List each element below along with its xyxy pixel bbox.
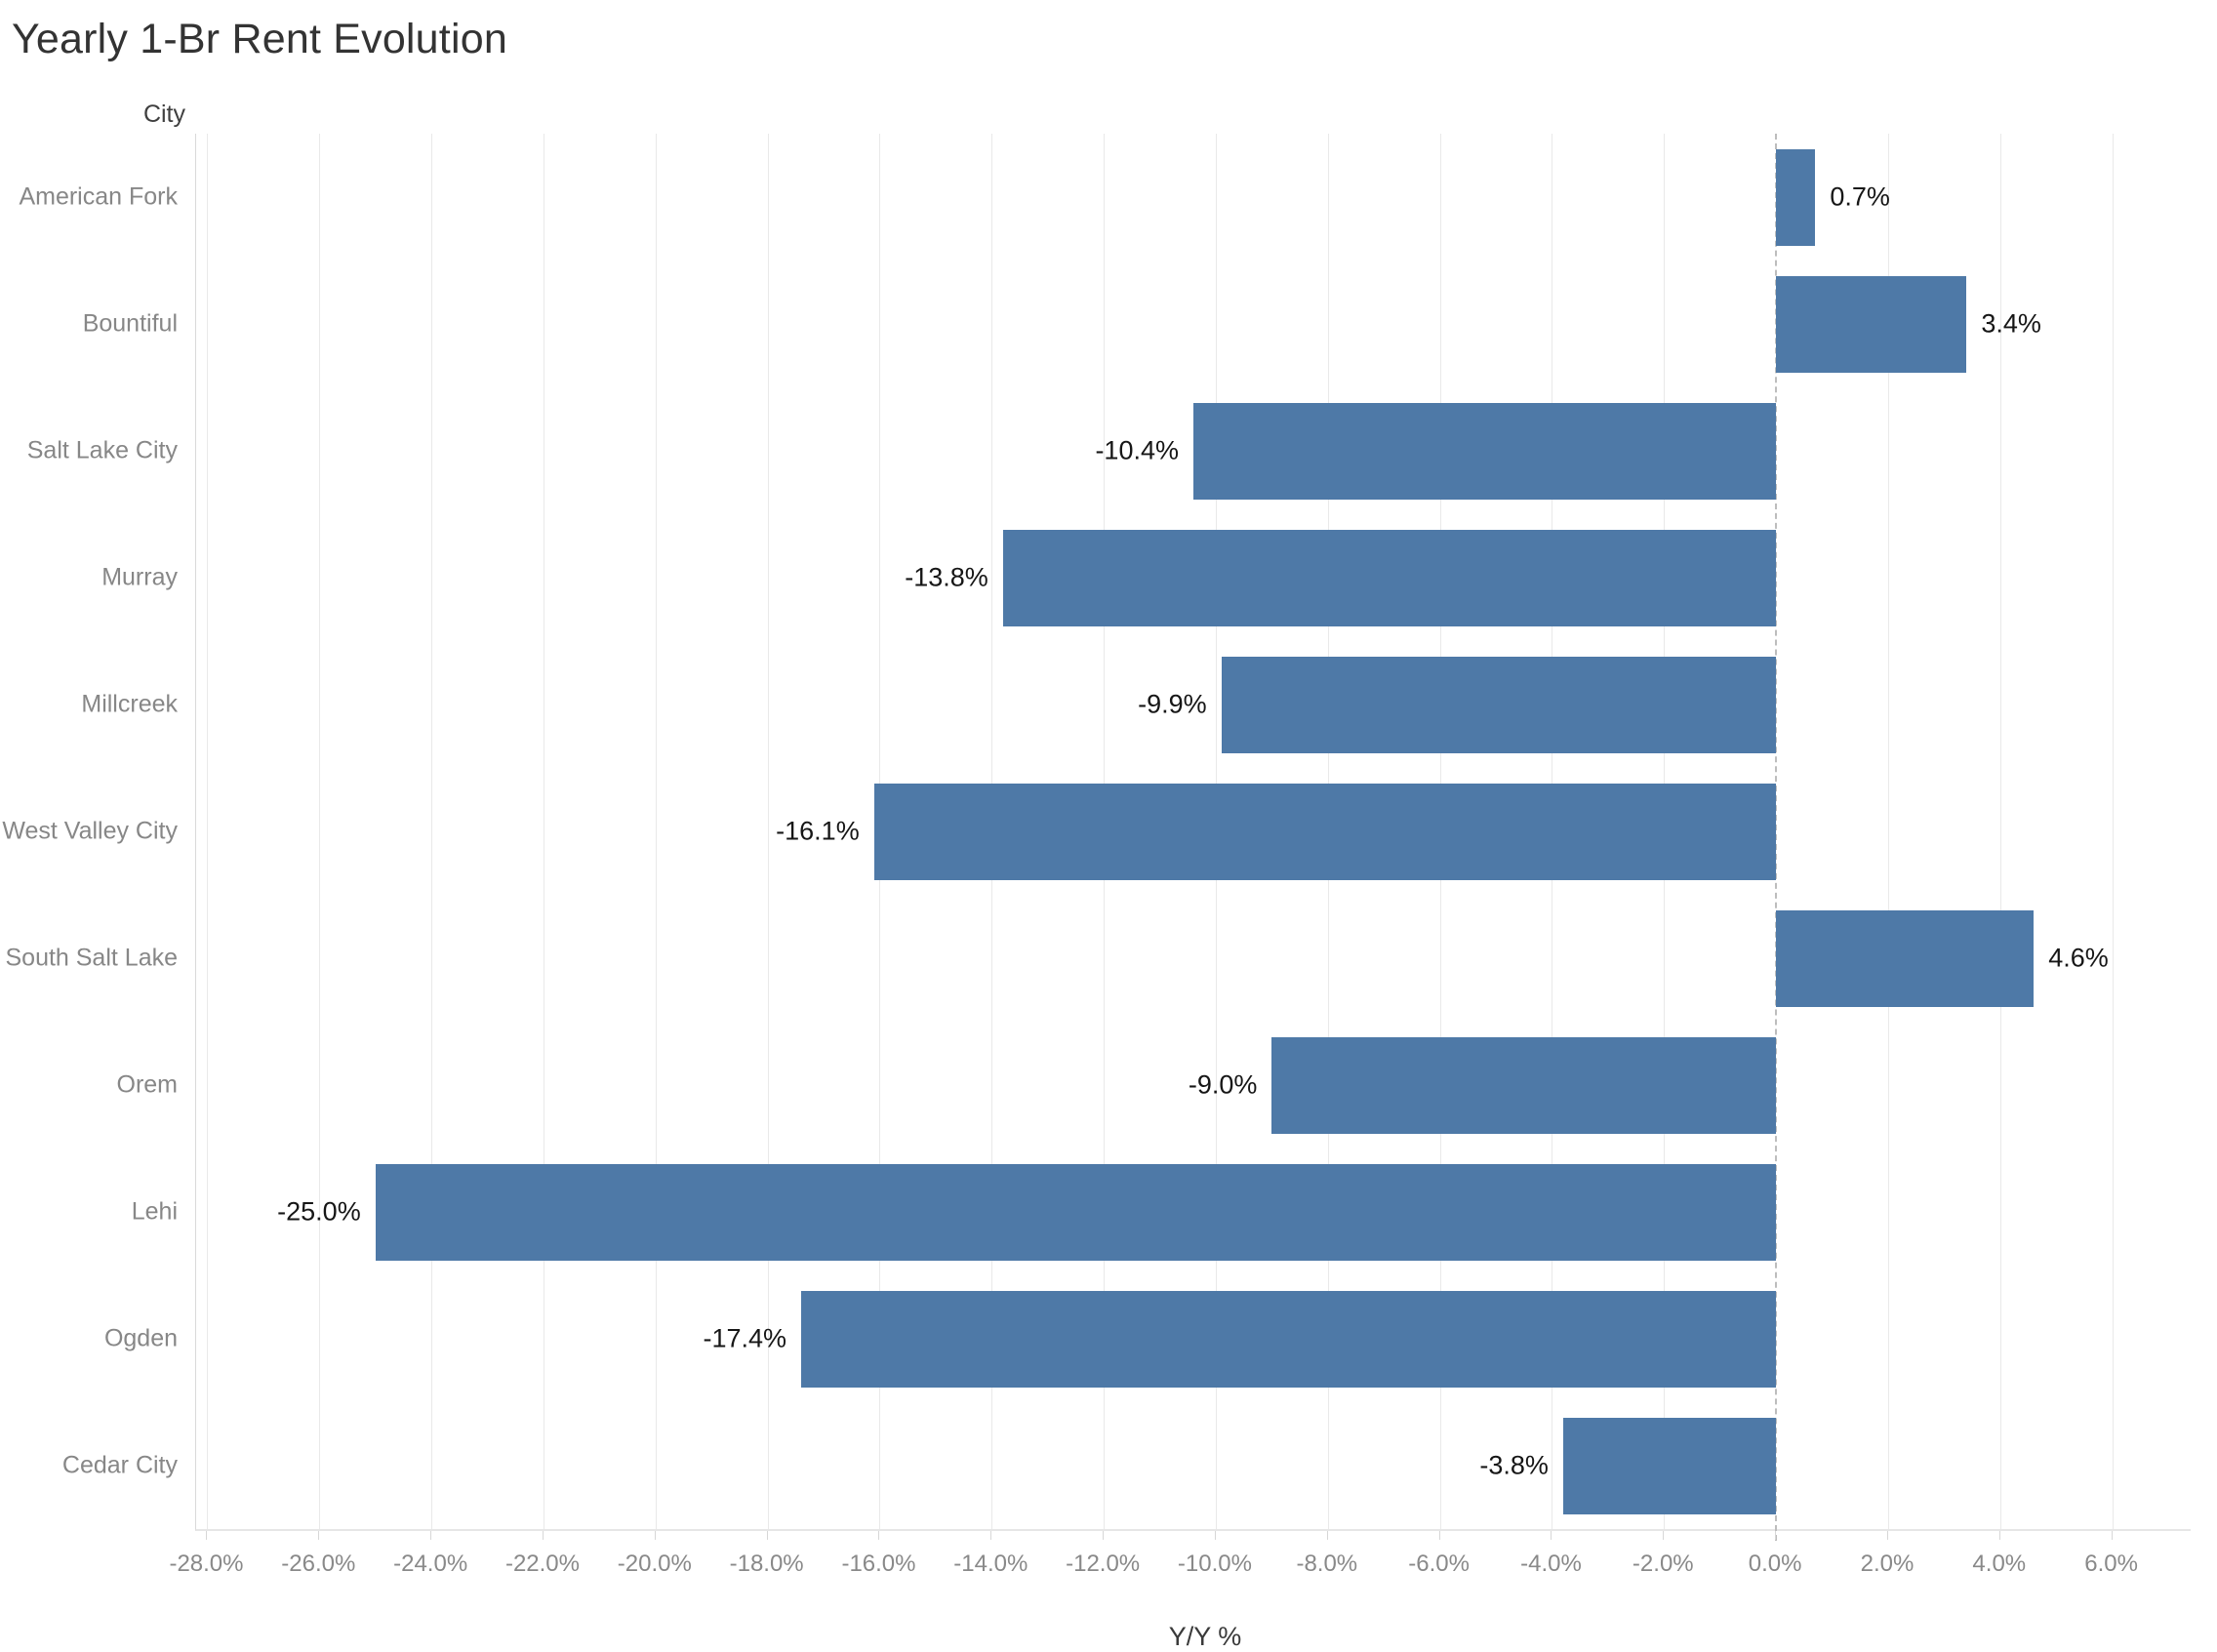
bar-south-salt-lake[interactable]	[1776, 909, 2035, 1007]
x-tick-label: -20.0%	[617, 1551, 692, 1577]
bar-american-fork[interactable]	[1776, 148, 1816, 246]
x-tick-label: 0.0%	[1748, 1551, 1802, 1577]
bar-ogden[interactable]	[801, 1290, 1777, 1388]
value-label: -9.9%	[1138, 689, 1207, 719]
city-label-salt-lake-city: Salt Lake City	[26, 436, 178, 464]
x-tick-mark	[878, 1531, 880, 1540]
value-label: -9.0%	[1188, 1069, 1258, 1100]
x-tick-mark	[1886, 1531, 1888, 1540]
value-label: -10.4%	[1095, 435, 1179, 465]
x-tick-label: -22.0%	[504, 1551, 580, 1577]
city-label-american-fork: American Fork	[19, 182, 178, 211]
x-tick-mark	[990, 1531, 992, 1540]
x-tick-label: 6.0%	[2084, 1551, 2138, 1577]
x-tick-mark	[1438, 1531, 1440, 1540]
x-tick-label: -24.0%	[393, 1551, 468, 1577]
bar-west-valley-city[interactable]	[873, 783, 1777, 880]
gridline	[2112, 134, 2114, 1529]
x-tick-label: 4.0%	[1972, 1551, 2027, 1577]
city-label-orem: Orem	[116, 1070, 179, 1099]
x-tick-label: -28.0%	[169, 1551, 244, 1577]
x-tick-label: 2.0%	[1860, 1551, 1915, 1577]
x-tick-mark	[542, 1531, 544, 1540]
x-tick-mark	[206, 1531, 208, 1540]
x-tick-mark	[430, 1531, 432, 1540]
value-label: 3.4%	[1981, 308, 2041, 339]
x-tick-label: -18.0%	[729, 1551, 804, 1577]
gridline	[1999, 134, 2001, 1529]
x-tick-label: -16.0%	[841, 1551, 916, 1577]
value-label: -13.8%	[905, 562, 988, 592]
city-label-lehi: Lehi	[131, 1197, 178, 1226]
gridline	[767, 134, 769, 1529]
x-tick-label: -8.0%	[1296, 1551, 1358, 1577]
gridline	[1887, 134, 1889, 1529]
x-tick-mark	[766, 1531, 768, 1540]
x-tick-label: -14.0%	[953, 1551, 1028, 1577]
gridline	[319, 134, 321, 1529]
city-label-bountiful: Bountiful	[82, 309, 178, 338]
bar-lehi[interactable]	[375, 1163, 1777, 1261]
city-label-millcreek: Millcreek	[81, 690, 178, 718]
value-label: -3.8%	[1479, 1450, 1549, 1480]
city-label-ogden: Ogden	[103, 1324, 178, 1352]
chart-title: Yearly 1-Br Rent Evolution	[12, 16, 507, 62]
x-tick-label: -10.0%	[1177, 1551, 1252, 1577]
city-label-murray: Murray	[101, 563, 178, 591]
x-tick-label: -2.0%	[1632, 1551, 1694, 1577]
value-label: -17.4%	[703, 1323, 787, 1353]
city-label-south-salt-lake: South Salt Lake	[5, 944, 178, 972]
x-tick-mark	[1663, 1531, 1665, 1540]
gridline	[207, 134, 209, 1529]
x-tick-mark	[654, 1531, 656, 1540]
city-label-west-valley-city: West Valley City	[2, 817, 178, 845]
x-tick-mark	[1998, 1531, 2000, 1540]
x-axis-title: Y/Y %	[1168, 1622, 1242, 1651]
x-tick-label: -6.0%	[1408, 1551, 1470, 1577]
x-tick-mark	[318, 1531, 320, 1540]
bar-millcreek[interactable]	[1221, 656, 1777, 753]
bar-salt-lake-city[interactable]	[1193, 402, 1777, 500]
gridline	[655, 134, 657, 1529]
gridline	[431, 134, 433, 1529]
x-tick-mark	[1775, 1531, 1777, 1540]
bar-orem[interactable]	[1271, 1036, 1777, 1134]
x-tick-mark	[2111, 1531, 2113, 1540]
x-tick-mark	[1103, 1531, 1105, 1540]
x-tick-label: -4.0%	[1520, 1551, 1582, 1577]
value-label: 0.7%	[1830, 181, 1890, 212]
x-tick-label: -12.0%	[1066, 1551, 1141, 1577]
x-tick-mark	[1551, 1531, 1552, 1540]
value-label: -25.0%	[277, 1196, 361, 1227]
bar-bountiful[interactable]	[1776, 275, 1967, 373]
city-label-cedar-city: Cedar City	[61, 1451, 178, 1479]
x-tick-mark	[1326, 1531, 1328, 1540]
value-label: -16.1%	[776, 816, 860, 846]
x-tick-label: -26.0%	[281, 1551, 356, 1577]
zero-reference-line	[1775, 134, 1778, 1541]
plot-area: 0.7% 3.4% -10.4% -13.8% -9.9% -16.1% 4.6% -9.0%…	[195, 134, 2191, 1541]
x-tick-mark	[1214, 1531, 1216, 1540]
bar-murray[interactable]	[1002, 529, 1777, 626]
row-header-city: City	[142, 101, 185, 128]
bar-cedar-city[interactable]	[1562, 1417, 1777, 1514]
value-label: 4.6%	[2048, 943, 2109, 973]
